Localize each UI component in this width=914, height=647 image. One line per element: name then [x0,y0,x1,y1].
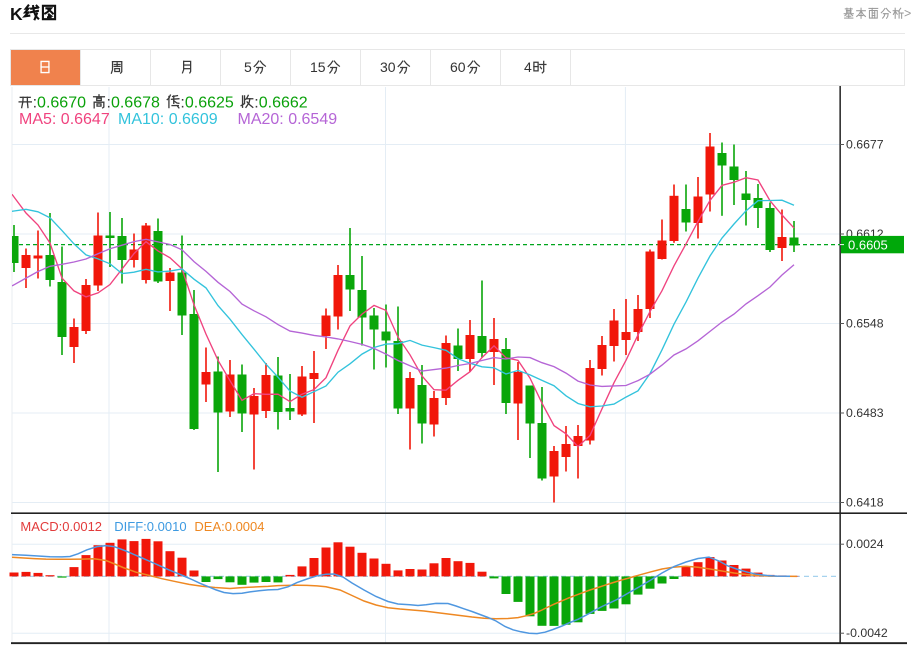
svg-text:0.6418: 0.6418 [846,496,884,510]
svg-text:60: 60 [450,59,466,75]
svg-text::0.6625: :0.6625 [180,95,233,112]
svg-text:0.6677: 0.6677 [846,138,884,152]
svg-text:0.0024: 0.0024 [846,537,884,551]
svg-text:0.6548: 0.6548 [846,317,884,331]
svg-text:5: 5 [244,59,252,75]
svg-text:0.6605: 0.6605 [848,237,888,252]
svg-text:-0.0042: -0.0042 [846,626,888,640]
svg-text:>: > [904,7,911,21]
svg-text:15: 15 [310,59,326,75]
svg-text:0.6483: 0.6483 [846,406,884,420]
svg-text::0.6662: :0.6662 [254,95,307,112]
svg-text:30: 30 [380,59,396,75]
svg-text:K: K [10,4,23,24]
svg-text::0.6678: :0.6678 [107,95,160,112]
svg-text::0.6670: :0.6670 [33,95,86,112]
svg-text:4: 4 [524,59,532,75]
